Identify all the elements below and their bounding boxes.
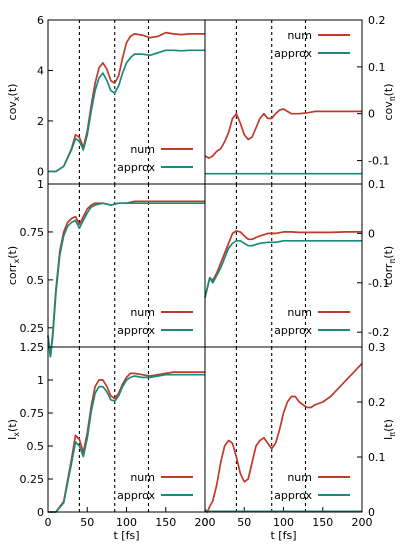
y-tick-label: 0.5 xyxy=(27,440,45,453)
y-tick-label: 0 xyxy=(37,506,44,519)
x-axis-label: t [fs] xyxy=(114,529,140,542)
panel-1: -0.1 0 0.1 0.2 covπ(t) num approx xyxy=(204,14,397,185)
y-axis-label: corrπ(t) xyxy=(382,246,397,285)
legend-label: approx xyxy=(117,324,155,337)
series-approx-line xyxy=(48,373,205,513)
y-tick-label: 0.75 xyxy=(20,226,45,239)
y-axis-label: covπ(t) xyxy=(382,83,397,120)
x-tick-label: 0 xyxy=(45,516,52,529)
y-tick-label: 0.5 xyxy=(27,274,45,287)
x-tick-label: 200 xyxy=(195,516,216,529)
y-tick-label: 0 xyxy=(368,108,375,121)
x-tick-label: 50 xyxy=(80,516,94,529)
y-tick-label: 0.25 xyxy=(20,473,45,486)
x-tick-label: 150 xyxy=(312,516,333,529)
series-num-line xyxy=(204,108,362,160)
plot-frame xyxy=(47,183,206,348)
x-tick-label: 100 xyxy=(273,516,294,529)
panel-4: 0 0.25 0.5 0.75 1 1.25 0 50 100 150 200 Ix(t) t [fs]… xyxy=(6,341,216,542)
y-tick-label: 0.3 xyxy=(368,341,386,354)
legend-label: approx xyxy=(274,489,312,502)
x-tick-label: 150 xyxy=(155,516,176,529)
series-approx-line xyxy=(204,239,362,298)
y-tick-label: 0 xyxy=(368,506,375,519)
legend-label: approx xyxy=(117,489,155,502)
y-tick-label: 0.1 xyxy=(368,61,386,74)
panel-0: 0 2 4 6 covx(t) num approx xyxy=(6,14,206,185)
y-tick-label: 0.1 xyxy=(368,451,386,464)
legend-label: num xyxy=(130,143,155,156)
y-tick-label: 0 xyxy=(368,227,375,240)
plot-frame xyxy=(204,19,363,185)
series-num-line xyxy=(204,362,363,513)
y-axis-label: corrx(t) xyxy=(6,246,21,285)
y-tick-label: 6 xyxy=(37,14,44,27)
panel-2: 0.25 0.5 0.75 1 corrx(t) num approx xyxy=(6,178,206,358)
x-tick-label: 200 xyxy=(352,516,373,529)
y-tick-label: 0.75 xyxy=(20,407,45,420)
plot-frame xyxy=(204,346,363,513)
y-tick-label: 1.25 xyxy=(20,341,45,354)
plot-frame xyxy=(204,183,363,348)
legend-label: approx xyxy=(274,47,312,60)
y-tick-label: -0.1 xyxy=(368,277,389,290)
y-tick-label: 4 xyxy=(37,64,44,77)
y-tick-label: -0.1 xyxy=(368,155,389,168)
panel-5: 0 0.1 0.2 0.3 0 50 100 150 200 Iπ(t) t [fs] num appr… xyxy=(202,341,398,542)
legend-label: num xyxy=(287,306,312,319)
y-tick-label: 2 xyxy=(37,115,44,128)
legend-label: num xyxy=(287,471,312,484)
legend-label: num xyxy=(287,29,312,42)
y-tick-label: 0 xyxy=(37,165,44,178)
y-tick-label: 1 xyxy=(37,178,44,191)
series-num-line xyxy=(204,230,362,298)
x-tick-label: 50 xyxy=(237,516,251,529)
x-tick-label: 0 xyxy=(202,516,209,529)
series-num-line xyxy=(48,371,205,513)
legend-label: num xyxy=(130,306,155,319)
y-axis-label: Ix(t) xyxy=(6,419,21,440)
y-axis-label: covx(t) xyxy=(6,84,21,121)
y-tick-label: 0.2 xyxy=(368,396,386,409)
panel-3: -0.2 -0.1 0 0.1 corrπ(t) num approx xyxy=(204,178,397,348)
panels: 0 2 4 6 covx(t) num approx -0.1 0 0.1 0.2 covπ(t) nu… xyxy=(6,14,397,542)
x-tick-label: 100 xyxy=(116,516,137,529)
y-tick-label: 0.1 xyxy=(368,178,386,191)
legend-label: approx xyxy=(274,324,312,337)
y-tick-label: -0.2 xyxy=(368,326,389,339)
legend-label: approx xyxy=(117,161,155,174)
series-approx-line xyxy=(47,202,205,358)
y-axis-label: Iπ(t) xyxy=(382,419,397,440)
y-tick-label: 0.25 xyxy=(20,322,45,335)
legend-label: num xyxy=(130,471,155,484)
series-approx-line xyxy=(48,49,205,173)
series-num-line xyxy=(48,31,205,173)
y-tick-label: 1 xyxy=(37,374,44,387)
y-tick-label: 0.2 xyxy=(368,14,386,27)
x-axis-label: t [fs] xyxy=(271,529,297,542)
